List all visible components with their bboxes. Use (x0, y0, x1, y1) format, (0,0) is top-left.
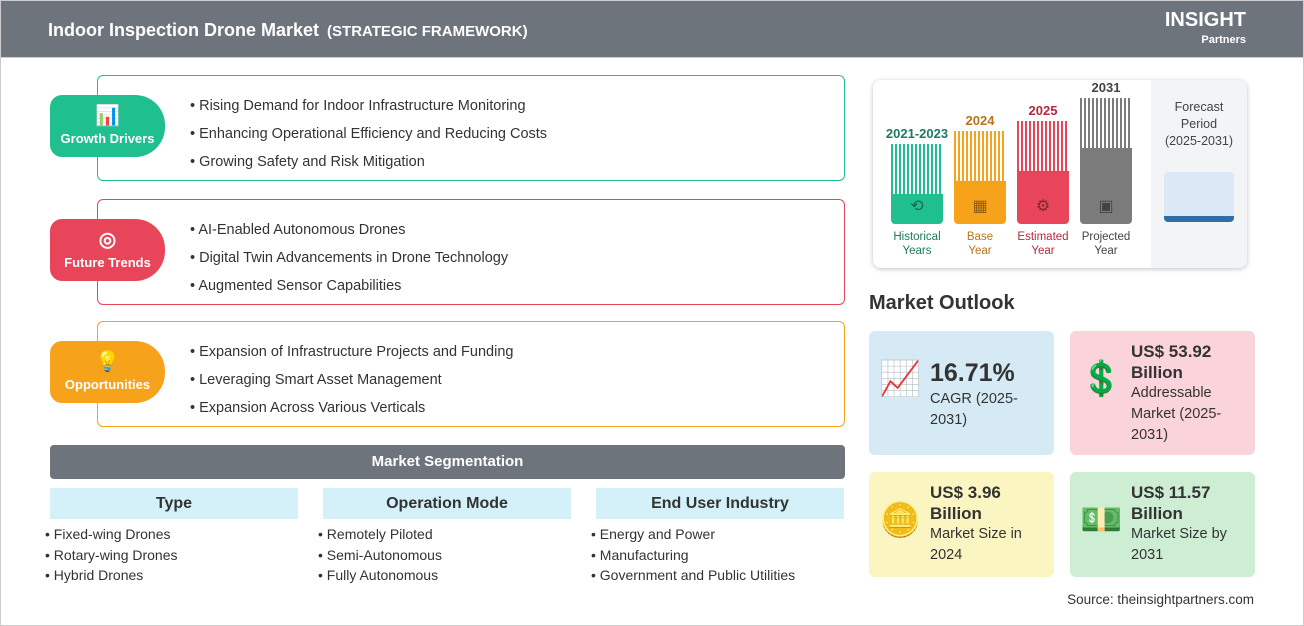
segment-item: Fully Autonomous (318, 565, 442, 586)
title-text: Indoor Inspection Drone Market (48, 20, 320, 40)
segment-item: Fixed-wing Drones (45, 524, 178, 545)
market-outlook-title: Market Outlook (869, 292, 1015, 314)
segment-list: Energy and PowerManufacturingGovernment … (591, 524, 795, 586)
timeline-bar: ⚙ (1017, 121, 1069, 224)
segment-list: Fixed-wing DronesRotary-wing DronesHybri… (45, 524, 178, 586)
timeline-label: Historical Years (893, 231, 941, 257)
outlook-value: US$ 3.96 Billion (930, 483, 1001, 523)
dollar-bulb-icon: 💲 (1080, 360, 1123, 398)
framework-item: Expansion of Infrastructure Projects and… (190, 338, 844, 366)
framework-item: Augmented Sensor Capabilities (190, 272, 844, 300)
forecast-period: Forecast Period (2025-2031) (1151, 80, 1247, 268)
badge-growth-drivers: 📊 Growth Drivers (50, 95, 165, 157)
page-title: Indoor Inspection Drone Market (STRATEGIC… (48, 20, 528, 41)
outlook-desc: Market Size in 2024 (930, 526, 1022, 563)
framework-item: Growing Safety and Risk Mitigation (190, 148, 844, 176)
timeline-bar: ▦ (954, 131, 1006, 224)
outlook-desc: Market Size by 2031 (1131, 526, 1227, 563)
subtitle: (STRATEGIC FRAMEWORK) (327, 23, 528, 40)
segment-item: Manufacturing (591, 545, 795, 566)
outlook-card: 💲 US$ 53.92 Billion Addressable Market (20… (1070, 331, 1255, 455)
segment-item: Energy and Power (591, 524, 795, 545)
outlook-desc: CAGR (2025-2031) (930, 391, 1018, 428)
framework-item: Expansion Across Various Verticals (190, 394, 844, 422)
timeline-label: Estimated Year (1017, 231, 1069, 257)
lightbulb-hand-icon: 💡 (95, 351, 120, 373)
timeline-icon: ▣ (1098, 198, 1114, 215)
timeline-icon: ⚙ (1035, 198, 1051, 215)
logo: INSIGHT Partners (1164, 9, 1246, 46)
segment-item: Rotary-wing Drones (45, 545, 178, 566)
forecast-range: (2025-2031) (1164, 134, 1234, 148)
framework-box-2: Expansion of Infrastructure Projects and… (97, 321, 845, 427)
segment-item: Government and Public Utilities (591, 565, 795, 586)
outlook-card: 🪙 US$ 3.96 Billion Market Size in 2024 (869, 472, 1054, 577)
timeline-label: Projected Year (1081, 231, 1131, 257)
badge-label: Opportunities (64, 377, 151, 392)
timeline-card: ⟲ 2021-2023 Historical Years ▦ 2024 Base Ye… (873, 80, 1247, 268)
badge-future-trends: ◎ Future Trends (50, 219, 165, 281)
growth-chart-icon: 📈 (879, 360, 922, 398)
framework-item: AI-Enabled Autonomous Drones (190, 216, 844, 244)
segment-item: Hybrid Drones (45, 565, 178, 586)
badge-label: Future Trends (64, 255, 151, 270)
timeline-year: 2031 (1091, 80, 1121, 95)
segment-list: Remotely PilotedSemi-AutonomousFully Aut… (318, 524, 442, 586)
segmentation-title: Market Segmentation (50, 445, 845, 479)
outlook-value: US$ 11.57 Billion (1131, 483, 1211, 523)
coins-chart-icon: 🪙 (879, 501, 922, 539)
framework-item: Rising Demand for Indoor Infrastructure … (190, 92, 844, 120)
segment-item: Semi-Autonomous (318, 545, 442, 566)
timeline-bar: ▣ (1080, 98, 1132, 224)
outlook-card: 📈 16.71% CAGR (2025-2031) (869, 331, 1054, 455)
outlook-value: US$ 53.92 Billion (1131, 342, 1212, 382)
segment-header: Operation Mode (323, 488, 571, 519)
forecast-label: Forecast Period (1174, 100, 1224, 131)
money-chart-icon: 💵 (1080, 501, 1123, 539)
bar-chart-up-icon: 📊 (95, 105, 120, 127)
timeline-label: Base Year (966, 231, 994, 257)
segment-header: Type (50, 488, 298, 519)
outlook-desc: Addressable Market (2025-2031) (1131, 385, 1222, 443)
framework-item: Digital Twin Advancements in Drone Techn… (190, 244, 844, 272)
timeline-year: 2021-2023 (885, 126, 949, 141)
timeline-year: 2025 (1028, 103, 1058, 118)
target-icon: ◎ (98, 229, 117, 251)
badge-opportunities: 💡 Opportunities (50, 341, 165, 403)
source-text: Source: theinsightpartners.com (1067, 592, 1254, 607)
framework-item: Enhancing Operational Efficiency and Red… (190, 120, 844, 148)
badge-label: Growth Drivers (60, 131, 155, 146)
outlook-card: 💵 US$ 11.57 Billion Market Size by 2031 (1070, 472, 1255, 577)
framework-item: Leveraging Smart Asset Management (190, 366, 844, 394)
timeline-icon: ▦ (972, 198, 988, 215)
outlook-value: 16.71% (930, 359, 1015, 387)
framework-box-1: AI-Enabled Autonomous DronesDigital Twin… (97, 199, 845, 305)
timeline-bar: ⟲ (891, 144, 943, 224)
framework-box-0: Rising Demand for Indoor Infrastructure … (97, 75, 845, 181)
header-bar (0, 0, 1304, 58)
timeline-year: 2024 (965, 113, 995, 128)
segment-item: Remotely Piloted (318, 524, 442, 545)
segment-header: End User Industry (596, 488, 844, 519)
analytics-illustration-icon (1164, 172, 1234, 222)
timeline-icon: ⟲ (910, 198, 924, 215)
